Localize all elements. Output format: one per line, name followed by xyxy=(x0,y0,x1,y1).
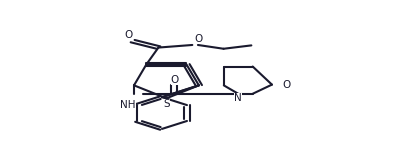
Text: S: S xyxy=(163,99,170,109)
Text: N: N xyxy=(234,93,242,103)
Text: O: O xyxy=(282,80,290,90)
Text: O: O xyxy=(124,30,133,40)
Text: O: O xyxy=(171,75,179,86)
Text: O: O xyxy=(194,34,203,44)
Text: NH: NH xyxy=(120,100,136,110)
